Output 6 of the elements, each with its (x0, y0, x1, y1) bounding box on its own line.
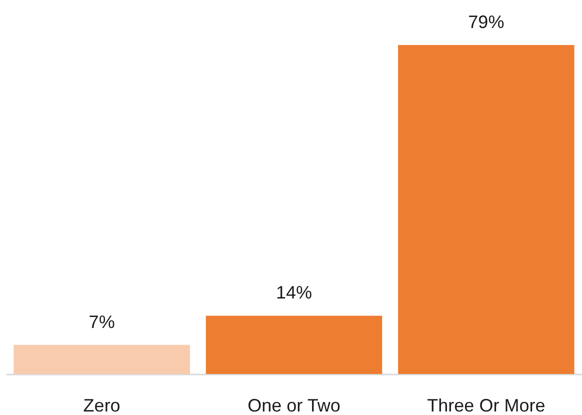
x-tick-label: One or Two (248, 396, 340, 415)
data-label: 79% (468, 12, 504, 32)
data-label: 14% (276, 282, 312, 303)
x-tick-label: Three Or More (427, 396, 546, 415)
x-tick-label: Zero (83, 396, 120, 415)
data-label: 7% (88, 312, 115, 332)
